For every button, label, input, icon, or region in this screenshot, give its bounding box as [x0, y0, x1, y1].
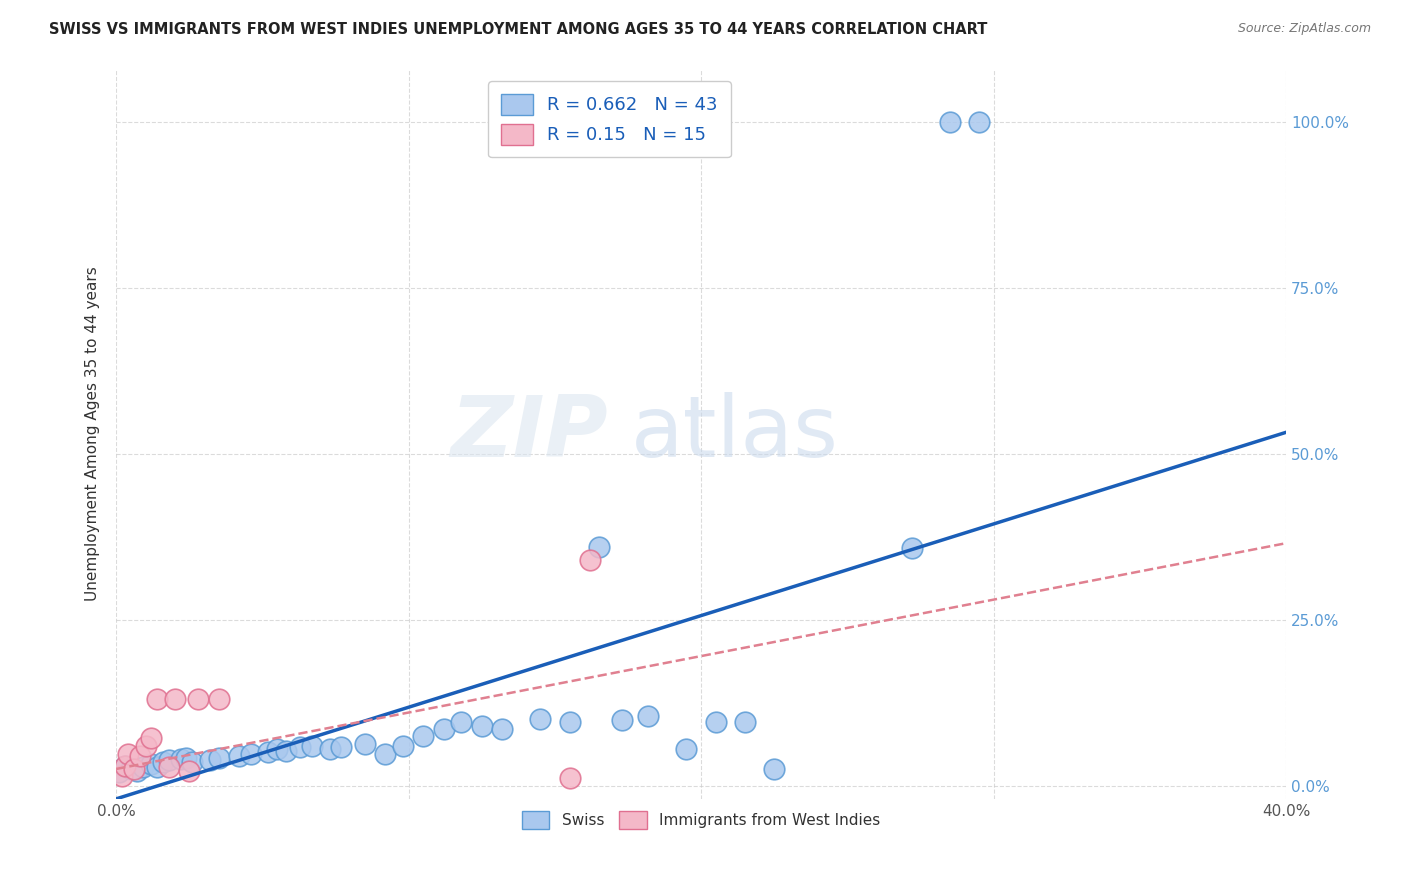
- Point: [157, 753, 180, 767]
- Point: [330, 739, 353, 754]
- Point: [108, 765, 131, 780]
- Point: [558, 715, 581, 730]
- Point: [433, 722, 456, 736]
- Point: [319, 742, 342, 756]
- Point: [152, 756, 174, 770]
- Point: [588, 540, 610, 554]
- Point: [257, 745, 280, 759]
- Point: [181, 756, 204, 770]
- Point: [134, 739, 156, 753]
- Point: [141, 731, 163, 745]
- Point: [290, 739, 312, 754]
- Point: [967, 114, 990, 128]
- Point: [111, 768, 134, 782]
- Point: [392, 739, 415, 753]
- Text: Source: ZipAtlas.com: Source: ZipAtlas.com: [1237, 22, 1371, 36]
- Point: [471, 719, 494, 733]
- Point: [228, 748, 250, 763]
- Point: [938, 114, 960, 128]
- Point: [114, 758, 136, 772]
- Point: [491, 722, 513, 736]
- Point: [169, 752, 191, 766]
- Point: [125, 764, 148, 778]
- Point: [529, 712, 551, 726]
- Point: [207, 692, 229, 706]
- Text: SWISS VS IMMIGRANTS FROM WEST INDIES UNEMPLOYMENT AMONG AGES 35 TO 44 YEARS CORR: SWISS VS IMMIGRANTS FROM WEST INDIES UNE…: [49, 22, 987, 37]
- Point: [207, 750, 229, 764]
- Point: [274, 744, 297, 758]
- Point: [353, 738, 375, 752]
- Point: [117, 747, 139, 761]
- Point: [374, 747, 396, 761]
- Point: [450, 715, 472, 730]
- Point: [114, 758, 136, 772]
- Point: [141, 757, 163, 772]
- Point: [637, 709, 659, 723]
- Point: [579, 553, 602, 567]
- Point: [412, 729, 434, 743]
- Point: [612, 714, 634, 728]
- Point: [704, 715, 727, 730]
- Point: [179, 764, 201, 778]
- Point: [187, 692, 209, 706]
- Text: ZIP: ZIP: [450, 392, 607, 475]
- Point: [163, 692, 186, 706]
- Point: [122, 762, 145, 776]
- Point: [266, 742, 288, 756]
- Point: [146, 760, 169, 774]
- Point: [763, 762, 786, 776]
- Point: [120, 762, 142, 776]
- Point: [558, 771, 581, 785]
- Legend: Swiss, Immigrants from West Indies: Swiss, Immigrants from West Indies: [516, 805, 886, 835]
- Point: [900, 541, 922, 555]
- Point: [157, 760, 180, 774]
- Point: [301, 739, 323, 753]
- Text: atlas: atlas: [631, 392, 839, 475]
- Point: [734, 715, 756, 730]
- Point: [128, 748, 150, 763]
- Point: [131, 760, 153, 774]
- Point: [146, 692, 169, 706]
- Point: [176, 750, 198, 764]
- Y-axis label: Unemployment Among Ages 35 to 44 years: Unemployment Among Ages 35 to 44 years: [86, 267, 100, 601]
- Point: [239, 747, 262, 761]
- Point: [675, 742, 697, 756]
- Point: [198, 753, 221, 767]
